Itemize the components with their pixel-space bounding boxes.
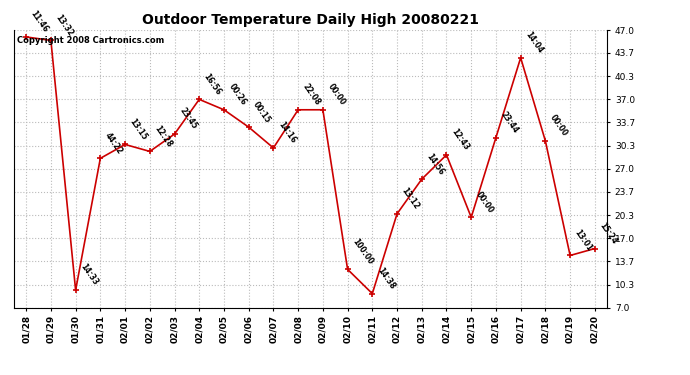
Text: 14:04: 14:04 (524, 30, 544, 55)
Text: 12:28: 12:28 (152, 124, 174, 148)
Text: 16:56: 16:56 (202, 72, 223, 97)
Text: 13:15: 13:15 (128, 117, 149, 142)
Text: 12:43: 12:43 (449, 127, 471, 152)
Text: 13:01: 13:01 (573, 228, 594, 253)
Text: 11:46: 11:46 (29, 9, 50, 34)
Text: 00:15: 00:15 (251, 99, 273, 124)
Text: 100:00: 100:00 (351, 237, 375, 267)
Text: 15:24: 15:24 (598, 221, 619, 246)
Text: 14:56: 14:56 (424, 152, 446, 176)
Text: 00:00: 00:00 (326, 82, 347, 107)
Text: 22:08: 22:08 (301, 82, 322, 107)
Text: 14:16: 14:16 (276, 120, 297, 145)
Text: 13:12: 13:12 (400, 186, 421, 211)
Text: 00:26: 00:26 (227, 82, 248, 107)
Text: 14:38: 14:38 (375, 266, 396, 291)
Title: Outdoor Temperature Daily High 20080221: Outdoor Temperature Daily High 20080221 (142, 13, 479, 27)
Text: 14:33: 14:33 (79, 262, 99, 287)
Text: Copyright 2008 Cartronics.com: Copyright 2008 Cartronics.com (17, 36, 164, 45)
Text: 00:00: 00:00 (474, 190, 495, 214)
Text: 44:22: 44:22 (103, 130, 124, 156)
Text: 23:45: 23:45 (177, 106, 199, 131)
Text: 00:00: 00:00 (548, 113, 569, 138)
Text: 13:32: 13:32 (54, 13, 75, 38)
Text: 23:44: 23:44 (499, 110, 520, 135)
